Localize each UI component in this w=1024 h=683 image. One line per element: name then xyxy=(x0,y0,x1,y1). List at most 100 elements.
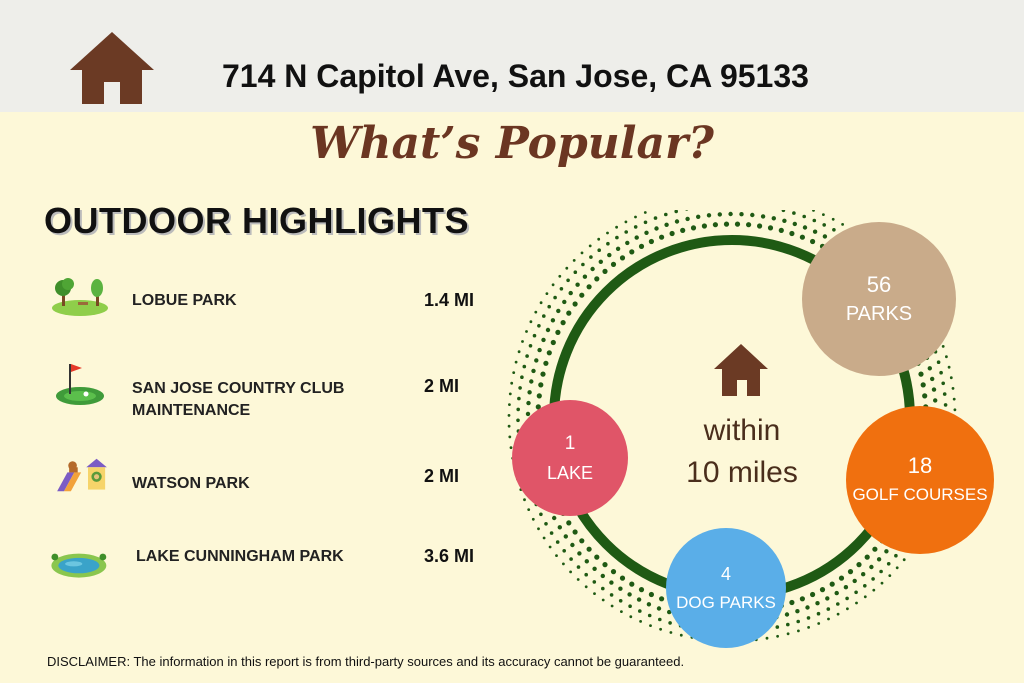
halo-dot xyxy=(633,225,638,229)
halo-dot xyxy=(629,581,635,587)
halo-dot xyxy=(539,512,543,517)
halo-dot xyxy=(648,591,654,598)
halo-dot xyxy=(936,360,941,364)
halo-dot xyxy=(594,554,600,560)
halo-dot xyxy=(646,602,652,607)
halo-dot xyxy=(786,632,790,636)
halo-dot xyxy=(532,333,537,338)
halo-dot xyxy=(588,244,592,248)
halo-dot xyxy=(825,596,830,601)
halo-dot xyxy=(806,616,811,620)
halo-dot xyxy=(795,609,800,614)
halo-dot xyxy=(706,213,712,218)
halo-dot xyxy=(512,371,516,374)
lake-icon xyxy=(51,553,107,578)
halo-dot xyxy=(679,633,683,637)
halo-dot xyxy=(581,262,585,267)
golf-courses-count: 18 xyxy=(907,453,933,478)
halo-dot xyxy=(927,366,932,371)
halo-dot xyxy=(627,592,632,597)
halo-dot xyxy=(638,587,645,593)
halo-dot xyxy=(586,284,592,290)
halo-dot xyxy=(510,381,514,385)
list-item-distance: 3.6 MI xyxy=(424,546,475,566)
halo-dot xyxy=(609,593,614,597)
halo-dot xyxy=(812,218,817,223)
halo-dot xyxy=(822,223,826,227)
lake-bubble: 1 LAKE xyxy=(512,400,628,516)
halo-dot xyxy=(602,562,608,568)
halo-dot xyxy=(529,379,534,384)
halo-dot xyxy=(659,234,665,240)
halo-dot xyxy=(609,580,614,585)
halo-dot xyxy=(775,625,780,629)
halo-dot xyxy=(792,221,797,227)
halo-dot xyxy=(520,375,524,379)
halo-dot xyxy=(810,591,816,598)
halo-dot xyxy=(508,435,512,439)
halo-dot xyxy=(570,542,575,548)
halo-dot xyxy=(918,371,924,377)
halo-dot xyxy=(542,314,546,318)
halo-dot xyxy=(863,584,867,588)
halo-dot xyxy=(606,241,610,246)
halo-dot xyxy=(680,227,686,233)
halo-dot xyxy=(771,216,776,221)
halo-dot xyxy=(827,617,830,621)
house-icon xyxy=(714,344,768,396)
halo-dot xyxy=(784,612,790,617)
halo-dot xyxy=(572,529,578,535)
halo-dot xyxy=(648,238,654,245)
list-item-name: LAKE CUNNINGHAM PARK xyxy=(136,548,344,565)
halo-dot xyxy=(685,216,690,222)
halo-dot xyxy=(829,581,835,587)
halo-dot xyxy=(584,585,588,589)
halo-dot xyxy=(555,554,558,557)
halo-dot xyxy=(949,376,953,380)
halo-dot xyxy=(895,566,899,570)
halo-dot xyxy=(610,569,617,575)
halo-dot xyxy=(638,243,645,249)
halo-dot xyxy=(931,387,937,392)
halo-dot xyxy=(541,337,546,343)
halo-dot xyxy=(933,398,938,403)
halo-dot xyxy=(527,390,532,395)
halo-dot xyxy=(528,344,533,348)
halo-dot xyxy=(594,276,600,282)
halo-dot xyxy=(863,595,867,599)
halo-dot xyxy=(553,295,557,300)
halo-dot xyxy=(559,287,564,291)
halo-dot xyxy=(607,252,612,258)
halo-dot xyxy=(659,627,662,631)
halo-dot xyxy=(507,414,511,417)
halo-dot xyxy=(537,324,541,328)
halo-dot xyxy=(674,219,680,224)
halo-dot xyxy=(521,340,524,343)
halo-dot xyxy=(941,345,945,348)
halo-dot xyxy=(797,629,800,633)
halo-dot xyxy=(624,220,628,224)
halo-dot xyxy=(547,304,551,309)
halo-dot xyxy=(566,310,572,316)
halo-dot xyxy=(643,220,648,225)
halo-dot xyxy=(624,230,628,234)
halo-dot xyxy=(817,622,821,625)
halo-dot xyxy=(558,274,562,278)
halo-dot xyxy=(509,446,513,449)
halo-dot xyxy=(516,407,520,412)
halo-dot xyxy=(816,611,821,616)
halo-dot xyxy=(845,596,849,601)
halo-dot xyxy=(647,613,652,618)
halo-dot xyxy=(822,234,828,239)
halo-dot xyxy=(832,228,836,232)
halo-dot xyxy=(920,382,926,388)
halo-dot xyxy=(518,386,522,390)
halo-dot xyxy=(590,266,595,272)
halo-dot xyxy=(760,214,766,219)
halo-dot xyxy=(601,586,605,591)
halo-dot xyxy=(656,606,662,611)
halo-dot xyxy=(620,610,623,613)
list-item-distance: 2 MI xyxy=(424,466,460,486)
parks-bubble: 56 PARKS xyxy=(802,222,956,376)
halo-dot xyxy=(786,622,790,627)
